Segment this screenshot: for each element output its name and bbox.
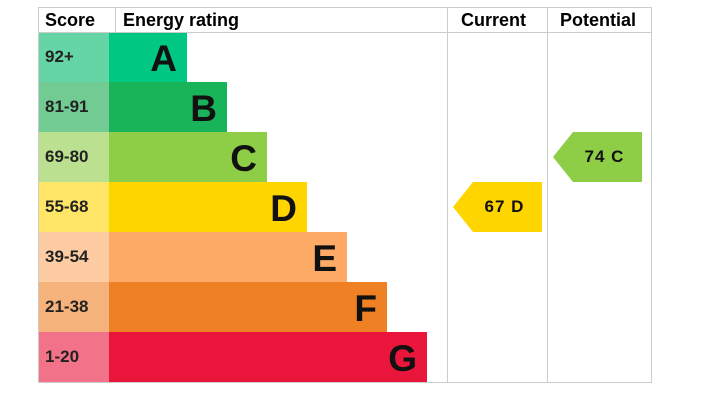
potential-rating-arrow: 74 C <box>553 132 642 182</box>
header-potential: Potential <box>560 10 637 30</box>
header-energy-rating: Energy rating <box>123 10 240 30</box>
band-score-e: 39-54 <box>38 232 109 282</box>
current-rating-arrow: 67 D <box>453 182 542 232</box>
band-score-b: 81-91 <box>38 82 109 132</box>
header-score: Score <box>45 10 96 30</box>
band-score-d: 55-68 <box>38 182 109 232</box>
band-bar-d: D <box>109 182 307 232</box>
grid-line-current-divider <box>447 7 448 383</box>
grid-line-right <box>651 7 652 383</box>
band-score-f: 21-38 <box>38 282 109 332</box>
grid-line-left <box>38 7 39 383</box>
grid-line-bottom <box>38 382 652 383</box>
band-score-g: 1-20 <box>38 332 109 382</box>
header-current: Current <box>461 10 527 30</box>
grid-line-score-divider <box>115 7 116 32</box>
band-bar-g: G <box>109 332 427 382</box>
grid-line-top <box>38 7 652 8</box>
grid-line-header <box>38 32 652 33</box>
band-bar-b: B <box>109 82 227 132</box>
band-bar-e: E <box>109 232 347 282</box>
band-bar-f: F <box>109 282 387 332</box>
band-score-a: 92+ <box>38 32 109 82</box>
band-bar-a: A <box>109 32 187 82</box>
grid-line-potential-divider <box>547 7 548 383</box>
band-score-c: 69-80 <box>38 132 109 182</box>
band-bar-c: C <box>109 132 267 182</box>
